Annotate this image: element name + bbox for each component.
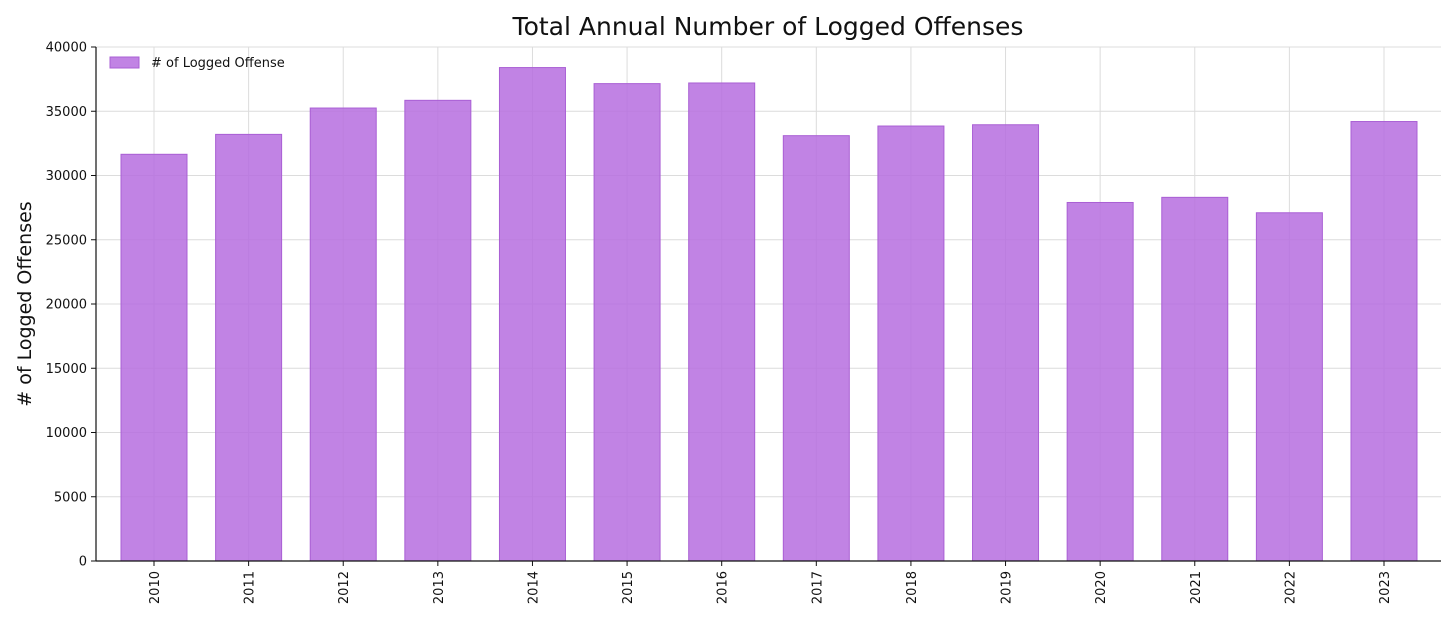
x-tick-label: 2019: [1000, 571, 1015, 604]
x-tick-label: 2012: [337, 571, 352, 604]
x-tick-label: 2017: [810, 571, 825, 604]
x-tick-label: 2011: [243, 571, 258, 604]
legend-swatch: [109, 56, 140, 69]
bar-2017: [782, 135, 850, 562]
bar-2016: [688, 82, 756, 562]
x-tick-label: 2020: [1094, 571, 1109, 604]
x-tick-label: 2013: [432, 571, 447, 604]
bar-2014: [498, 67, 566, 562]
grid-lines: [96, 46, 1441, 562]
y-tick-label: 10000: [46, 426, 87, 441]
bar-2018: [877, 125, 945, 562]
y-tick-label: 15000: [46, 362, 87, 377]
bars: [120, 67, 1418, 562]
legend: # of Logged Offense: [109, 56, 285, 71]
bar-2020: [1066, 201, 1134, 562]
bar-2023: [1350, 121, 1418, 562]
x-tick-label: 2023: [1378, 571, 1393, 604]
x-tick-label: 2022: [1283, 571, 1298, 604]
bar-2011: [215, 133, 283, 562]
x-tick-label: 2010: [148, 571, 163, 604]
y-tick-label: 20000: [46, 298, 87, 313]
bar-2010: [120, 153, 188, 562]
x-tick-label: 2021: [1189, 571, 1204, 604]
y-tick-label: 30000: [46, 169, 87, 184]
bar-2013: [404, 99, 472, 562]
bar-2022: [1255, 212, 1323, 562]
bar-2012: [309, 107, 377, 562]
y-tick-label: 5000: [54, 490, 87, 505]
bar-2015: [593, 83, 661, 562]
bar-2021: [1161, 196, 1229, 562]
bar-2019: [972, 124, 1040, 562]
y-tick-label: 25000: [46, 233, 87, 248]
chart-title: Total Annual Number of Logged Offenses: [512, 12, 1024, 41]
y-tick-label: 0: [79, 555, 87, 570]
x-tick-label: 2018: [905, 571, 920, 604]
x-tick-label: 2016: [716, 571, 731, 604]
y-tick-label: 40000: [46, 41, 87, 56]
axes: [91, 46, 1441, 566]
legend-label: # of Logged Offense: [151, 56, 285, 71]
y-axis-label: # of Logged Offenses: [14, 201, 36, 406]
tick-labels: 0 5000 10000 15000 20000 25000 30000 35000 40000…: [46, 41, 1393, 605]
x-tick-label: 2014: [526, 571, 541, 604]
x-tick-label: 2015: [621, 571, 636, 604]
y-tick-label: 35000: [46, 105, 87, 120]
